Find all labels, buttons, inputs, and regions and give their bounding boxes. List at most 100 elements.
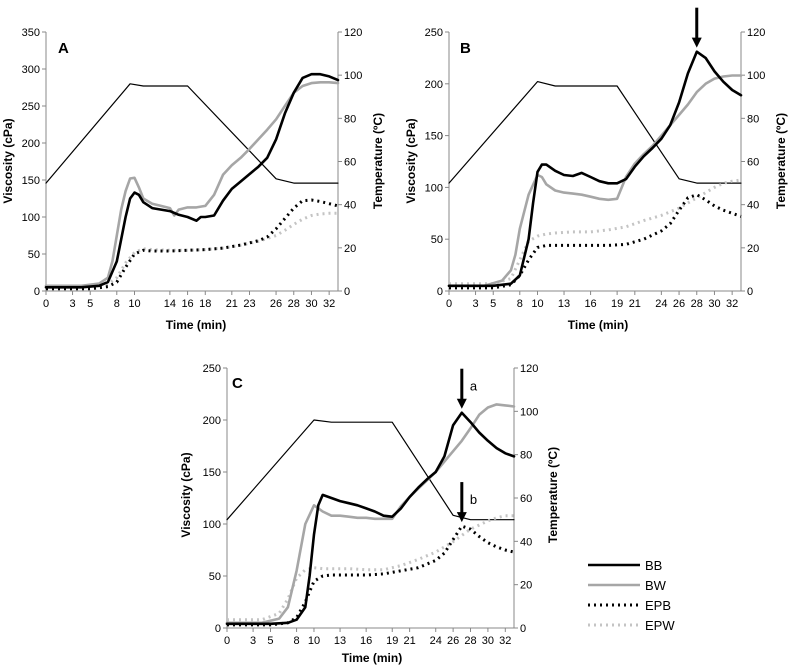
- x-tick-label: 5: [87, 298, 93, 310]
- y-tick-label: 50: [431, 234, 443, 246]
- y-tick-label: 250: [22, 101, 40, 113]
- x-tick-label: 21: [629, 298, 641, 310]
- x-tick-label: 26: [673, 298, 685, 310]
- x-tick-label: 14: [164, 298, 176, 310]
- x-tick-label: 28: [464, 635, 476, 647]
- series-epb-line: [227, 524, 515, 627]
- x-tick-label: 5: [267, 635, 273, 647]
- x-tick-label: 32: [499, 635, 511, 647]
- series-temperature-line: [45, 83, 339, 184]
- series-bw-line: [44, 81, 340, 288]
- y2-tick-label: 60: [344, 157, 356, 169]
- y-tick-label: 300: [22, 64, 40, 76]
- x-tick-label: 19: [611, 298, 623, 310]
- panel-c: Viscosity (cPa) Temperature (ºC) Time (m…: [179, 363, 560, 665]
- x-axis-label: Time (min): [568, 318, 628, 332]
- series-bb-line: [447, 50, 743, 288]
- x-tick-label: 3: [69, 298, 75, 310]
- annotation-arrow-head: [691, 37, 702, 48]
- x-tick-label: 30: [305, 298, 317, 310]
- x-tick-label: 24: [655, 298, 667, 310]
- series-bw-line: [225, 403, 516, 625]
- x-tick-label: 19: [386, 635, 398, 647]
- y2-tick-label: 100: [747, 70, 765, 82]
- y2-tick-label: 60: [520, 493, 532, 505]
- x-tick-label: 16: [360, 635, 372, 647]
- x-axis-label: Time (min): [342, 651, 402, 665]
- y2-tick-label: 20: [344, 243, 356, 255]
- annotation-label: a: [470, 379, 478, 394]
- y-axis-label: Viscosity (cPa): [404, 118, 418, 203]
- panel-b: Viscosity (cPa) Temperature (ºC) Time (m…: [404, 7, 788, 332]
- y-tick-label: 200: [22, 138, 40, 150]
- series-temperature-line: [226, 419, 515, 521]
- y-tick-label: 50: [209, 571, 221, 583]
- x-tick-label: 8: [517, 298, 523, 310]
- y2-tick-label: 20: [520, 580, 532, 592]
- x-tick-label: 8: [294, 635, 300, 647]
- y-tick-label: 150: [203, 467, 221, 479]
- x-tick-label: 10: [128, 298, 140, 310]
- y-tick-label: 150: [425, 131, 443, 143]
- y-tick-label: 200: [425, 79, 443, 91]
- series-epw-line: [449, 178, 742, 286]
- y2-tick-label: 40: [520, 536, 532, 548]
- y-axis-label: Viscosity (cPa): [1, 118, 15, 203]
- x-tick-label: 3: [250, 635, 256, 647]
- x-tick-label: 0: [224, 635, 230, 647]
- series-bw-line: [447, 74, 743, 288]
- y2-tick-label: 80: [344, 113, 356, 125]
- x-tick-label: 30: [482, 635, 494, 647]
- y2-tick-label: 40: [344, 200, 356, 212]
- series-bb-line: [44, 72, 340, 289]
- x-tick-label: 16: [181, 298, 193, 310]
- x-tick-label: 8: [114, 298, 120, 310]
- series-epb-line: [449, 193, 742, 290]
- x-tick-label: 16: [584, 298, 596, 310]
- x-tick-label: 21: [226, 298, 238, 310]
- y-tick-label: 100: [203, 519, 221, 531]
- y-tick-label: 100: [22, 212, 40, 224]
- y-tick-label: 0: [34, 286, 40, 298]
- y-tick-label: 0: [215, 623, 221, 635]
- y-tick-label: 50: [28, 249, 40, 261]
- y2-axis-label: Temperature (ºC): [774, 113, 788, 209]
- y2-axis-label: Temperature (ºC): [371, 113, 385, 209]
- y-tick-label: 100: [425, 182, 443, 194]
- x-tick-label: 10: [308, 635, 320, 647]
- x-tick-label: 32: [323, 298, 335, 310]
- x-tick-label: 0: [446, 298, 452, 310]
- y2-axis-label: Temperature (ºC): [546, 447, 560, 543]
- y2-tick-label: 120: [520, 363, 538, 375]
- y2-tick-label: 100: [344, 70, 362, 82]
- y2-tick-label: 20: [747, 243, 759, 255]
- x-tick-label: 18: [199, 298, 211, 310]
- x-tick-label: 13: [558, 298, 570, 310]
- x-tick-label: 23: [243, 298, 255, 310]
- y-tick-label: 350: [22, 27, 40, 39]
- y-tick-label: 200: [203, 415, 221, 427]
- series-epw-line: [227, 514, 514, 622]
- x-tick-label: 3: [472, 298, 478, 310]
- annotation-arrow-head: [456, 398, 467, 409]
- y2-tick-label: 40: [747, 200, 759, 212]
- y2-tick-label: 0: [344, 286, 350, 298]
- legend-label-epw: EPW: [645, 618, 675, 633]
- y2-tick-label: 120: [747, 27, 765, 39]
- y-tick-label: 250: [425, 27, 443, 39]
- y2-tick-label: 100: [520, 406, 538, 418]
- x-tick-label: 32: [726, 298, 738, 310]
- x-tick-label: 26: [270, 298, 282, 310]
- legend-label-bb: BB: [645, 558, 662, 573]
- panel-a: Viscosity (cPa) Temperature (ºC) Time (m…: [1, 27, 385, 332]
- x-tick-label: 28: [288, 298, 300, 310]
- panel-letter: B: [460, 40, 471, 57]
- y2-tick-label: 80: [520, 450, 532, 462]
- x-tick-label: 13: [334, 635, 346, 647]
- y-tick-label: 250: [203, 363, 221, 375]
- legend: BB BW EPB EPW: [588, 558, 675, 633]
- legend-label-bw: BW: [645, 578, 667, 593]
- series-bb-line: [225, 411, 516, 626]
- y2-tick-label: 60: [747, 157, 759, 169]
- y2-tick-label: 0: [520, 623, 526, 635]
